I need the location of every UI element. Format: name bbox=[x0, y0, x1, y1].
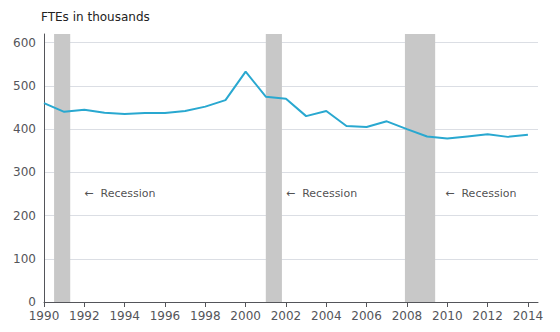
svg-text:600: 600 bbox=[13, 36, 36, 50]
svg-text:200: 200 bbox=[13, 209, 36, 223]
svg-text:2012: 2012 bbox=[472, 309, 503, 323]
svg-text:2008: 2008 bbox=[392, 309, 423, 323]
svg-text:500: 500 bbox=[13, 79, 36, 93]
svg-text:2000: 2000 bbox=[230, 309, 261, 323]
svg-text:2006: 2006 bbox=[351, 309, 382, 323]
svg-text:1994: 1994 bbox=[109, 309, 140, 323]
svg-text:← Recession: ← Recession bbox=[445, 187, 516, 200]
svg-text:1996: 1996 bbox=[150, 309, 181, 323]
svg-text:← Recession: ← Recession bbox=[84, 187, 155, 200]
svg-text:FTEs in thousands: FTEs in thousands bbox=[41, 10, 150, 24]
svg-text:2004: 2004 bbox=[311, 309, 342, 323]
svg-text:100: 100 bbox=[13, 252, 36, 266]
svg-text:1992: 1992 bbox=[69, 309, 100, 323]
svg-text:2010: 2010 bbox=[432, 309, 463, 323]
svg-text:400: 400 bbox=[13, 122, 36, 136]
svg-text:2014: 2014 bbox=[513, 309, 544, 323]
svg-text:300: 300 bbox=[13, 165, 36, 179]
svg-text:2002: 2002 bbox=[271, 309, 302, 323]
svg-text:← Recession: ← Recession bbox=[286, 187, 357, 200]
svg-text:0: 0 bbox=[28, 295, 36, 309]
svg-text:1990: 1990 bbox=[29, 309, 60, 323]
svg-text:1998: 1998 bbox=[190, 309, 221, 323]
